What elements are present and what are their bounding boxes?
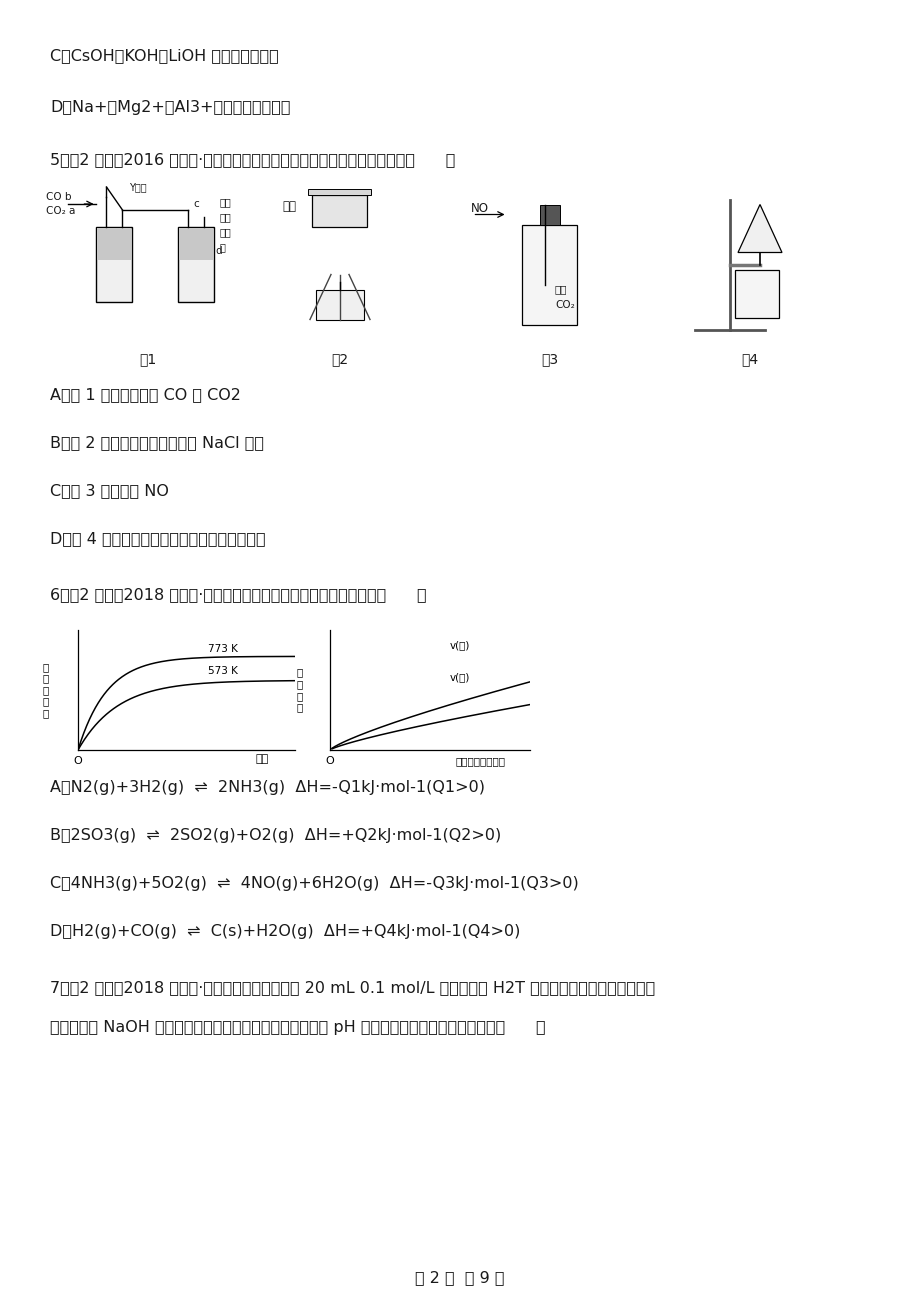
Text: NO: NO bbox=[470, 203, 488, 216]
Text: v(正): v(正) bbox=[449, 672, 470, 682]
Text: O: O bbox=[325, 756, 334, 767]
Bar bbox=[178, 227, 214, 302]
Text: 坩埚: 坩埚 bbox=[282, 201, 296, 214]
Text: CO₂: CO₂ bbox=[554, 299, 574, 310]
Bar bbox=[96, 227, 132, 302]
Text: CO b: CO b bbox=[47, 191, 72, 202]
Text: 图3: 图3 bbox=[541, 352, 558, 366]
Text: 图1: 图1 bbox=[139, 352, 156, 366]
Bar bbox=[308, 189, 371, 194]
Text: 773 K: 773 K bbox=[208, 643, 238, 654]
Text: CO₂ a: CO₂ a bbox=[47, 206, 75, 216]
Text: O: O bbox=[74, 756, 83, 767]
Text: 胆: 胆 bbox=[220, 242, 225, 253]
Text: Y形管: Y形管 bbox=[130, 182, 147, 191]
Text: 排尽: 排尽 bbox=[220, 197, 231, 207]
Text: c: c bbox=[193, 199, 199, 210]
Text: 573 K: 573 K bbox=[208, 667, 238, 677]
Text: 7．（2 分）（2018 高二上·成都月考）常温下，向 20 mL 0.1 mol/L 酒石酸（用 H2T 表示）溶液中逐滴滴加等物质: 7．（2 分）（2018 高二上·成都月考）常温下，向 20 mL 0.1 mo… bbox=[50, 980, 654, 995]
Text: 生
成
物
浓
度: 生 成 物 浓 度 bbox=[42, 661, 49, 719]
Text: 5．（2 分）（2016 高三上·盘山期末）下列实验装置能达到相关实验目的是（      ）: 5．（2 分）（2016 高三上·盘山期末）下列实验装置能达到相关实验目的是（ … bbox=[50, 152, 455, 167]
Text: 的量浓度的 NaOH 溶液。有关微粒的物质的量与混合溶液的 pH 有如图关系。下列说法正确的是（      ）: 的量浓度的 NaOH 溶液。有关微粒的物质的量与混合溶液的 pH 有如图关系。下… bbox=[50, 1019, 545, 1035]
Text: C．4NH3(g)+5O2(g)  ⇌  4NO(g)+6H2O(g)  ΔH=-Q3kJ·mol-1(Q3>0): C．4NH3(g)+5O2(g) ⇌ 4NO(g)+6H2O(g) ΔH=-Q3… bbox=[50, 876, 578, 891]
Text: D．Na+、Mg2+、Al3+的氧化性依次减弱: D．Na+、Mg2+、Al3+的氧化性依次减弱 bbox=[50, 100, 290, 115]
Text: d: d bbox=[215, 246, 221, 255]
Text: C．图 3 用于收集 NO: C．图 3 用于收集 NO bbox=[50, 483, 169, 497]
Bar bbox=[315, 289, 364, 319]
Text: A．N2(g)+3H2(g)  ⇌  2NH3(g)  ΔH=-Q1kJ·mol-1(Q1>0): A．N2(g)+3H2(g) ⇌ 2NH3(g) ΔH=-Q1kJ·mol-1(… bbox=[50, 780, 484, 796]
Text: 空气: 空气 bbox=[220, 212, 231, 223]
Text: 反
应
速
率: 反 应 速 率 bbox=[297, 668, 302, 712]
Bar bbox=[734, 270, 778, 318]
Text: 图2: 图2 bbox=[331, 352, 348, 366]
Bar bbox=[97, 228, 131, 259]
Bar bbox=[539, 204, 560, 224]
Text: D．图 4 用于氢氧化铁胶体和硫酸钠溶液的分离: D．图 4 用于氢氧化铁胶体和硫酸钠溶液的分离 bbox=[50, 531, 266, 546]
Text: 第 2 页  共 9 页: 第 2 页 共 9 页 bbox=[414, 1269, 505, 1285]
Text: （温度固定）压强: （温度固定）压强 bbox=[455, 756, 505, 767]
Bar bbox=[312, 194, 367, 227]
Text: v(逆): v(逆) bbox=[449, 641, 470, 650]
Text: D．H2(g)+CO(g)  ⇌  C(s)+H2O(g)  ΔH=+Q4kJ·mol-1(Q4>0): D．H2(g)+CO(g) ⇌ C(s)+H2O(g) ΔH=+Q4kJ·mol… bbox=[50, 924, 520, 939]
Text: 图4: 图4 bbox=[741, 352, 758, 366]
Text: A．图 1 用于分离收集 CO 和 CO2: A．图 1 用于分离收集 CO 和 CO2 bbox=[50, 387, 241, 402]
Bar bbox=[179, 228, 213, 259]
Text: 6．（2 分）（2018 高二上·惠州期末）下列反应中符合下列图像的是（      ）: 6．（2 分）（2018 高二上·惠州期末）下列反应中符合下列图像的是（ ） bbox=[50, 587, 426, 602]
Bar bbox=[522, 224, 577, 324]
Text: C．CsOH、KOH、LiOH 的碱性依次减弱: C．CsOH、KOH、LiOH 的碱性依次减弱 bbox=[50, 48, 278, 62]
Text: 充满: 充满 bbox=[554, 285, 567, 294]
Text: B．2SO3(g)  ⇌  2SO2(g)+O2(g)  ΔH=+Q2kJ·mol-1(Q2>0): B．2SO3(g) ⇌ 2SO2(g)+O2(g) ΔH=+Q2kJ·mol-1… bbox=[50, 828, 501, 842]
Text: 的球: 的球 bbox=[220, 227, 231, 237]
Polygon shape bbox=[737, 204, 781, 253]
Text: 时间: 时间 bbox=[255, 754, 268, 764]
Text: B．图 2 可用于从食盐水中提取 NaCl 晶体: B．图 2 可用于从食盐水中提取 NaCl 晶体 bbox=[50, 435, 264, 450]
